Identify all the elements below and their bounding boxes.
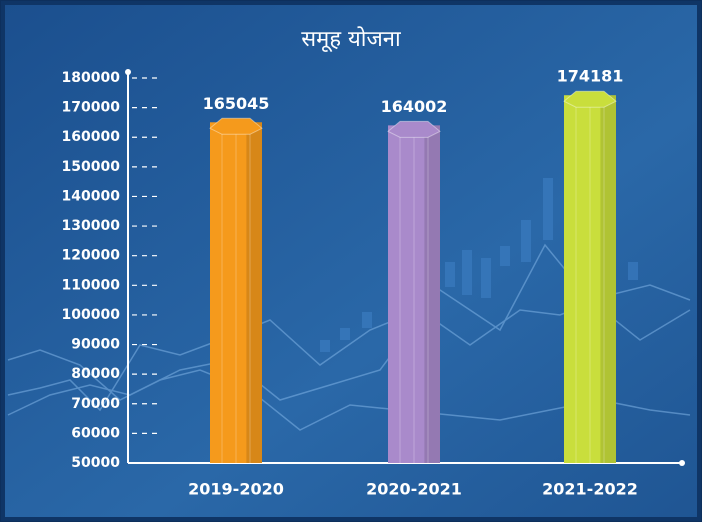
y-tick-label: 120000 — [62, 248, 121, 264]
y-tick-label: 110000 — [62, 277, 121, 293]
y-tick-label: 130000 — [62, 218, 121, 234]
y-tick-label: 180000 — [62, 70, 121, 86]
y-tick-label: 100000 — [62, 307, 121, 323]
x-tick-label: 2021-2022 — [542, 480, 638, 499]
value-label: 164002 — [381, 97, 448, 116]
y-tick-label: 60000 — [71, 425, 120, 441]
x-tick-label: 2020-2021 — [366, 480, 462, 499]
value-label: 174181 — [557, 67, 624, 86]
y-tick-label: 170000 — [62, 100, 121, 116]
y-tick-label: 150000 — [62, 159, 121, 175]
y-tick-label: 90000 — [71, 337, 120, 353]
chart: समूह योजना 50000 60000 70000 80000 90000 1000… — [0, 0, 702, 522]
y-tick-label: 70000 — [71, 396, 120, 412]
y-tick-label: 80000 — [71, 366, 120, 382]
y-tick-label: 50000 — [71, 455, 120, 471]
y-tick-label: 160000 — [62, 129, 121, 145]
value-label: 165045 — [203, 94, 270, 113]
x-tick-label: 2019-2020 — [188, 480, 284, 499]
axis-end — [125, 69, 131, 75]
chart-title: समूह योजना — [301, 26, 401, 53]
y-tick-label: 140000 — [62, 188, 121, 204]
axis-end — [679, 460, 685, 466]
